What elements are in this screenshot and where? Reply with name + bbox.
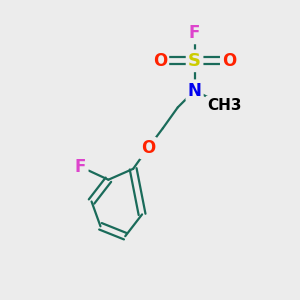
- Text: N: N: [188, 82, 202, 100]
- Text: O: O: [222, 52, 236, 70]
- Text: F: F: [189, 24, 200, 42]
- Text: O: O: [141, 139, 155, 157]
- Text: O: O: [153, 52, 167, 70]
- Text: S: S: [188, 52, 201, 70]
- Text: CH3: CH3: [207, 98, 242, 113]
- Text: F: F: [75, 158, 86, 176]
